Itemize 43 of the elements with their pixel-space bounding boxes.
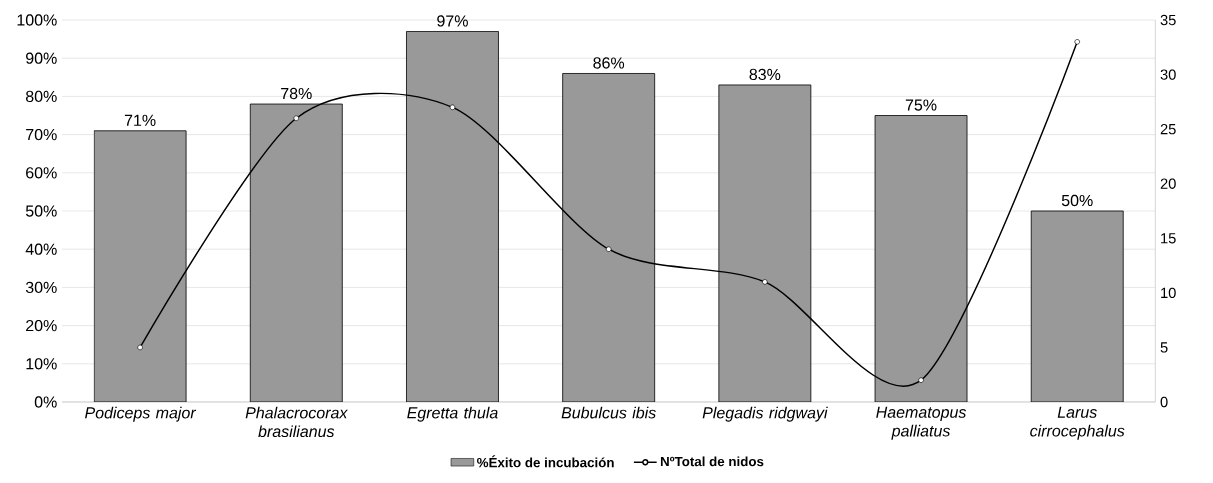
x-tick-label: Podiceps major xyxy=(85,406,197,422)
data-label: 78% xyxy=(281,87,312,100)
y-tick-label: 50% xyxy=(25,205,57,217)
x-tick-label: Bubulcus ibis xyxy=(561,406,656,419)
x-tick-label: Haematopus palliatus xyxy=(876,406,967,440)
data-label: 83% xyxy=(749,68,781,80)
y-tick-label: 0% xyxy=(34,396,57,408)
data-label: 75% xyxy=(905,99,937,111)
point xyxy=(762,279,768,285)
point xyxy=(1074,38,1080,45)
y-tick-label: 60% xyxy=(26,166,57,179)
legend-label: %Éxito de incubación xyxy=(477,455,614,468)
y2-tick-label: 30 xyxy=(1160,69,1176,80)
bar xyxy=(1030,210,1124,402)
point xyxy=(293,115,300,121)
legend-label: NºTotal de nidos xyxy=(660,456,764,467)
point xyxy=(449,104,456,110)
x-tick-label: Phalacrocorax brasilianus xyxy=(245,406,348,437)
y-tick-label: 10% xyxy=(26,357,57,370)
y2-tick-label: 10 xyxy=(1161,287,1176,298)
y-tick-label: 40% xyxy=(25,243,57,255)
y-tick-label: 90% xyxy=(26,52,57,64)
data-label: 71% xyxy=(124,114,156,126)
data-label: 86% xyxy=(593,57,625,69)
point xyxy=(605,246,612,252)
y2-tick-label: 25 xyxy=(1160,123,1176,135)
x-tick-label: Egretta thula xyxy=(407,406,498,422)
y2-tick-label: 0 xyxy=(1160,396,1168,408)
y-tick-label: 80% xyxy=(25,90,57,102)
data-label: 50% xyxy=(1061,194,1093,206)
y-tick-label: 100% xyxy=(17,14,57,26)
y2-tick-label: 20 xyxy=(1160,178,1176,189)
x-tick-label: Plegadis ridgwayi xyxy=(702,406,828,422)
point xyxy=(137,344,143,351)
y-tick-label: 70% xyxy=(26,128,57,141)
y2-tick-label: 5 xyxy=(1160,342,1168,353)
y2-tick-label: 35 xyxy=(1160,14,1176,26)
data-label: 97% xyxy=(437,15,468,27)
y-tick-label: 30% xyxy=(25,281,57,293)
point xyxy=(918,377,924,383)
y2-tick-label: 15 xyxy=(1161,233,1176,244)
y-tick-label: 20% xyxy=(26,319,57,332)
x-tick-label: Larus cirrocephalus xyxy=(1030,406,1125,440)
